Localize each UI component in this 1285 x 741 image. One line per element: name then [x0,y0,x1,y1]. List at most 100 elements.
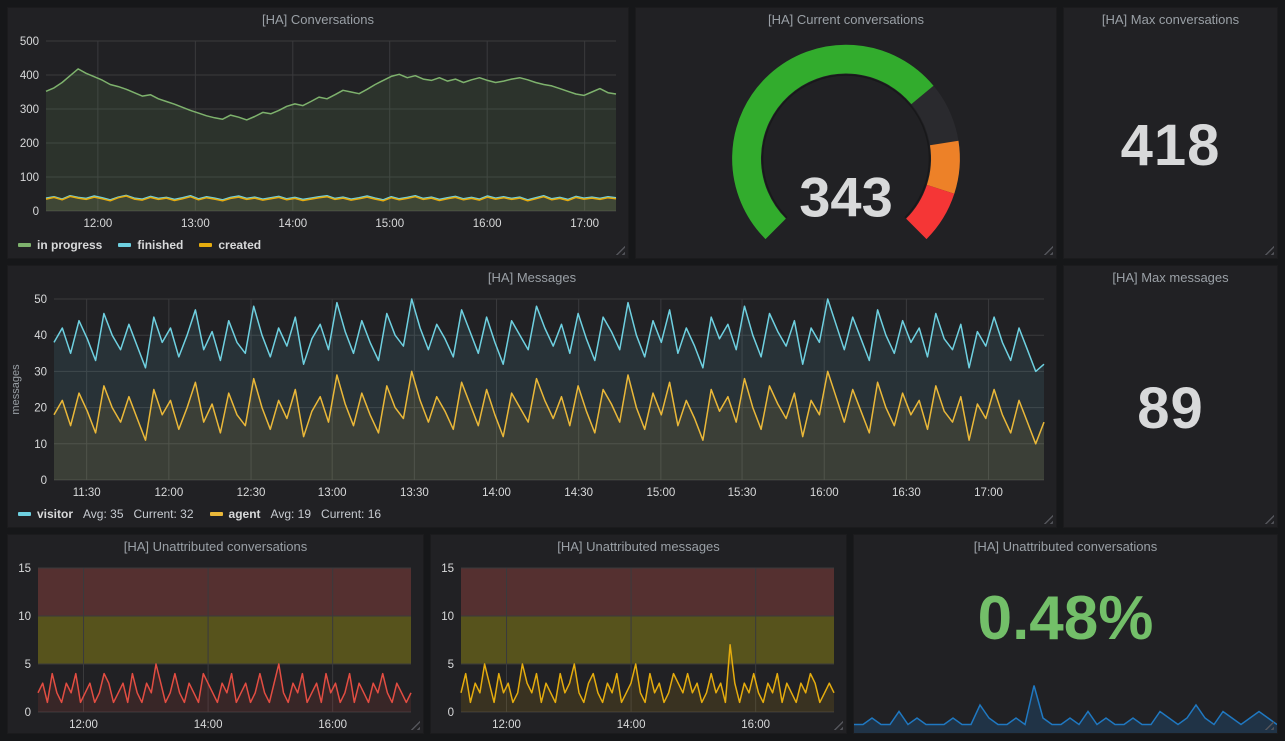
svg-text:20: 20 [34,403,47,415]
panel-resize-handle[interactable] [1043,245,1053,255]
svg-text:14:00: 14:00 [194,719,223,731]
panel-current-conversations: [HA] Current conversations 343 [636,8,1056,258]
series-swatch-icon [18,243,31,247]
svg-text:12:00: 12:00 [69,719,98,731]
svg-text:15: 15 [18,563,31,575]
svg-text:14:30: 14:30 [564,487,593,499]
unattributed-messages-chart[interactable]: 0 5 10 15 12:00 14:00 16:00 [431,559,846,733]
svg-text:30: 30 [34,366,47,378]
messages-chart[interactable]: 0 10 20 30 40 50 11:30 12:00 12:30 13:00 13:30 14:0… [8,290,1056,501]
svg-text:13:30: 13:30 [400,487,429,499]
svg-text:14:00: 14:00 [482,487,511,499]
series-swatch-icon [18,512,31,516]
svg-text:0: 0 [448,707,454,719]
legend-item-agent[interactable]: agent Avg: 19 Current: 16 [209,507,382,521]
legend-current: Current: 32 [133,507,194,521]
panel-max-messages: [HA] Max messages 89 [1064,266,1277,527]
legend-label: in progress [37,238,103,252]
svg-text:16:00: 16:00 [473,218,502,230]
svg-text:200: 200 [20,138,39,150]
svg-text:40: 40 [34,330,47,342]
unattributed-conversations-chart[interactable]: 0 5 10 15 12:00 14:00 16:00 [8,559,423,733]
unattributed-percentage-sparkline [854,685,1277,733]
legend-item-created[interactable]: created [199,238,261,252]
svg-text:0: 0 [25,707,31,719]
legend-label: finished [137,238,184,252]
svg-text:12:00: 12:00 [83,218,112,230]
gauge-value: 343 [799,165,893,229]
svg-text:15:00: 15:00 [375,218,404,230]
panel-unattributed-messages: [HA] Unattributed messages 0 5 10 15 12:00 14… [431,535,846,733]
conversations-legend: in progress finished created [18,235,261,255]
legend-label: created [218,238,262,252]
unattributed-percentage-value: 0.48% [977,584,1154,653]
panel-messages: [HA] Messages 0 10 20 30 40 50 11:30 12:00 12:30… [8,266,1056,527]
legend-label: visitor [37,507,74,521]
svg-text:50: 50 [34,294,47,306]
svg-text:10: 10 [441,611,454,623]
panel-title-max-conversations[interactable]: [HA] Max conversations [1101,12,1240,27]
svg-text:16:00: 16:00 [741,719,770,731]
svg-text:15:00: 15:00 [646,487,675,499]
legend-item-finished[interactable]: finished [118,238,183,252]
svg-text:10: 10 [18,611,31,623]
svg-text:0: 0 [33,206,39,218]
legend-avg: Avg: 35 [83,507,124,521]
svg-text:5: 5 [448,659,454,671]
legend-avg: Avg: 19 [270,507,312,521]
svg-text:500: 500 [20,36,39,48]
panel-conversations: [HA] Conversations 0 100 200 300 400 500 12:00… [8,8,628,258]
svg-text:14:00: 14:00 [278,218,307,230]
svg-text:14:00: 14:00 [617,719,646,731]
max-conversations-value: 418 [1120,112,1221,178]
panel-title-unattributed-percentage[interactable]: [HA] Unattributed conversations [973,539,1158,554]
panel-title-messages[interactable]: [HA] Messages [487,270,577,285]
svg-text:12:00: 12:00 [154,487,183,499]
panel-title-current-conversations[interactable]: [HA] Current conversations [767,12,925,27]
max-messages-value: 89 [1137,376,1204,441]
panel-title-max-messages[interactable]: [HA] Max messages [1112,270,1229,285]
series-swatch-icon [209,512,223,516]
svg-text:0: 0 [41,475,47,487]
svg-text:10: 10 [34,439,47,451]
conversations-chart[interactable]: 0 100 200 300 400 500 12:00 13:00 14:00 15:00 16:0… [8,32,628,232]
legend-label: agent [228,507,261,521]
panel-unattributed-percentage: [HA] Unattributed conversations 0.48% [854,535,1277,733]
svg-text:11:30: 11:30 [73,487,101,499]
svg-text:15:30: 15:30 [728,487,757,499]
panel-title-unattributed-messages[interactable]: [HA] Unattributed messages [557,539,720,554]
panel-resize-handle[interactable] [1264,245,1274,255]
svg-text:13:00: 13:00 [318,487,347,499]
panel-resize-handle[interactable] [833,720,843,730]
svg-text:12:00: 12:00 [492,719,521,731]
panel-resize-handle[interactable] [410,720,420,730]
legend-item-in-progress[interactable]: in progress [18,238,102,252]
legend-current: Current: 16 [321,507,382,521]
panel-title-unattributed-conversations[interactable]: [HA] Unattributed conversations [123,539,308,554]
svg-text:15: 15 [441,563,454,575]
svg-text:16:00: 16:00 [318,719,347,731]
messages-legend: visitor Avg: 35 Current: 32 agent Avg: 1… [18,504,381,524]
panel-resize-handle[interactable] [615,245,625,255]
panel-title-conversations[interactable]: [HA] Conversations [262,12,374,27]
series-swatch-icon [118,243,132,247]
svg-text:12:30: 12:30 [237,487,266,499]
svg-text:5: 5 [25,659,31,671]
svg-text:messages: messages [10,364,22,415]
svg-text:17:00: 17:00 [570,218,599,230]
series-swatch-icon [199,243,213,247]
svg-text:16:30: 16:30 [892,487,921,499]
svg-text:300: 300 [20,104,39,116]
panel-resize-handle[interactable] [1043,514,1053,524]
panel-unattributed-conversations: [HA] Unattributed conversations 0 5 10 15 12… [8,535,423,733]
panel-resize-handle[interactable] [1264,720,1274,730]
legend-item-visitor[interactable]: visitor Avg: 35 Current: 32 [18,507,194,521]
svg-text:13:00: 13:00 [181,218,210,230]
panel-resize-handle[interactable] [1264,514,1274,524]
svg-text:16:00: 16:00 [810,487,839,499]
svg-text:100: 100 [20,172,39,184]
current-conversations-gauge [732,44,960,240]
svg-text:400: 400 [20,70,39,82]
panel-max-conversations: [HA] Max conversations 418 [1064,8,1277,258]
